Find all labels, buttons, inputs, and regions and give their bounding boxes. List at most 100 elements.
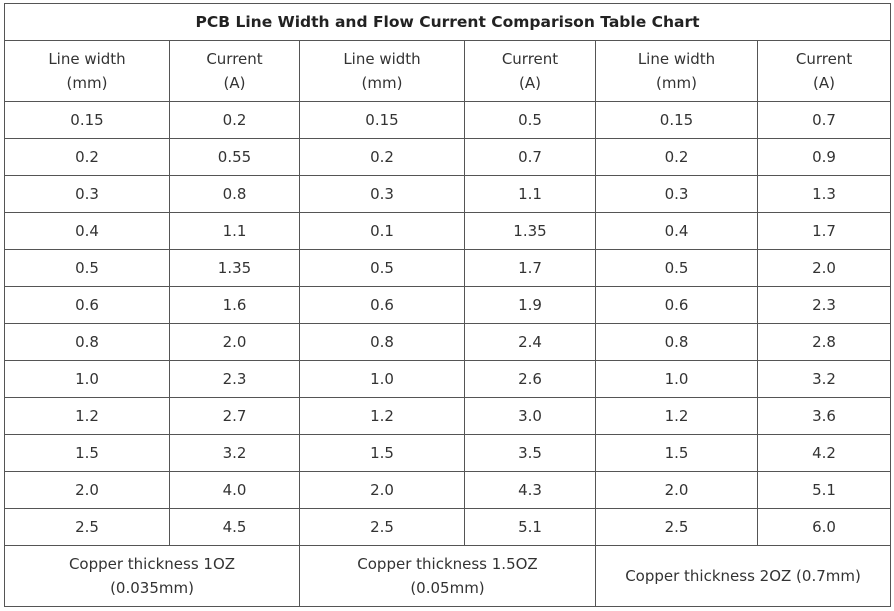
line-width-cell: 1.5 (595, 434, 758, 472)
current-cell: 1.6 (169, 286, 300, 324)
header-text: (A) (223, 74, 246, 92)
current-cell: 5.1 (756, 471, 892, 509)
header-text: Line width (637, 50, 716, 68)
line-width-cell: 0.3 (595, 175, 758, 213)
current-cell: 1.35 (169, 249, 300, 287)
line-width-cell: 0.8 (4, 323, 170, 361)
line-width-cell: 0.3 (299, 175, 465, 213)
table-title: PCB Line Width and Flow Current Comparis… (3, 3, 892, 41)
current-cell: 3.2 (756, 360, 892, 398)
header-text: Line width (343, 50, 421, 68)
header-text: (mm) (66, 74, 108, 92)
line-width-cell: 0.5 (4, 249, 170, 287)
header-current: Current (A) (169, 40, 300, 102)
header-text: (A) (813, 74, 836, 92)
current-cell: 4.2 (756, 434, 892, 472)
current-cell: 5.1 (464, 508, 596, 546)
current-cell: 4.0 (169, 471, 300, 509)
current-cell: 1.3 (756, 175, 892, 213)
table-row: 0.4 1.1 0.1 1.35 0.4 1.7 (4, 212, 892, 250)
line-width-cell: 0.2 (4, 138, 170, 176)
line-width-cell: 0.6 (299, 286, 465, 324)
header-line-width: Line width (mm) (4, 40, 170, 102)
table-row: 0.2 0.55 0.2 0.7 0.2 0.9 (4, 138, 892, 176)
line-width-cell: 1.0 (299, 360, 465, 398)
copper-thickness-text: (0.05mm) (410, 579, 485, 597)
line-width-cell: 0.3 (4, 175, 170, 213)
table-row: 1.5 3.2 1.5 3.5 1.5 4.2 (4, 434, 892, 472)
current-cell: 2.3 (756, 286, 892, 324)
current-cell: 2.4 (464, 323, 596, 361)
current-cell: 2.7 (169, 397, 300, 435)
header-row: Line width (mm) Current (A) Line width (mm) Cu… (4, 40, 892, 102)
footer-row: Copper thickness 1OZ (0.035mm) Copper thic… (4, 545, 892, 607)
line-width-cell: 0.5 (299, 249, 465, 287)
line-width-cell: 1.0 (595, 360, 758, 398)
copper-thickness-text: (0.035mm) (110, 579, 194, 597)
header-line-width: Line width (mm) (595, 40, 758, 102)
line-width-cell: 0.4 (595, 212, 758, 250)
copper-thickness-label: Copper thickness 2OZ (0.7mm) (594, 545, 892, 607)
line-width-cell: 0.1 (299, 212, 465, 250)
current-cell: 4.5 (169, 508, 300, 546)
table-row: 0.6 1.6 0.6 1.9 0.6 2.3 (4, 286, 892, 324)
line-width-cell: 0.2 (299, 138, 465, 176)
header-current: Current (A) (464, 40, 596, 102)
table-row: 0.15 0.2 0.15 0.5 0.15 0.7 (4, 101, 892, 139)
current-cell: 0.55 (169, 138, 300, 176)
current-cell: 1.9 (464, 286, 596, 324)
copper-thickness-text: Copper thickness 2OZ (0.7mm) (625, 567, 861, 585)
header-text: (A) (519, 74, 541, 92)
header-text: (mm) (656, 74, 697, 92)
line-width-cell: 1.2 (595, 397, 758, 435)
table-row: 2.5 4.5 2.5 5.1 2.5 6.0 (4, 508, 892, 546)
current-cell: 6.0 (756, 508, 892, 546)
line-width-cell: 0.15 (595, 101, 758, 139)
pcb-current-table: PCB Line Width and Flow Current Comparis… (3, 3, 892, 607)
line-width-cell: 1.2 (4, 397, 170, 435)
current-cell: 2.3 (169, 360, 300, 398)
header-text: Current (206, 50, 263, 68)
table-row: 0.3 0.8 0.3 1.1 0.3 1.3 (4, 175, 892, 213)
header-text: Current (501, 50, 559, 68)
current-cell: 3.6 (756, 397, 892, 435)
line-width-cell: 0.8 (595, 323, 758, 361)
current-cell: 4.3 (464, 471, 596, 509)
line-width-cell: 2.5 (4, 508, 170, 546)
current-cell: 0.8 (169, 175, 300, 213)
line-width-cell: 2.5 (299, 508, 465, 546)
header-text: (mm) (361, 74, 403, 92)
line-width-cell: 0.4 (4, 212, 170, 250)
current-cell: 3.2 (169, 434, 300, 472)
table-row: 1.0 2.3 1.0 2.6 1.0 3.2 (4, 360, 892, 398)
current-cell: 2.8 (756, 323, 892, 361)
line-width-cell: 2.0 (4, 471, 170, 509)
line-width-cell: 0.5 (595, 249, 758, 287)
copper-thickness-label: Copper thickness 1.5OZ (0.05mm) (299, 545, 596, 607)
table-row: 0.5 1.35 0.5 1.7 0.5 2.0 (4, 249, 892, 287)
header-current: Current (A) (756, 40, 892, 102)
current-cell: 3.0 (464, 397, 596, 435)
table-row: 1.2 2.7 1.2 3.0 1.2 3.6 (4, 397, 892, 435)
current-cell: 1.7 (756, 212, 892, 250)
current-cell: 0.7 (756, 101, 892, 139)
current-cell: 1.1 (464, 175, 596, 213)
line-width-cell: 1.2 (299, 397, 465, 435)
current-cell: 1.35 (464, 212, 596, 250)
current-cell: 0.7 (464, 138, 596, 176)
current-cell: 1.1 (169, 212, 300, 250)
line-width-cell: 0.15 (299, 101, 465, 139)
header-text: Line width (48, 50, 126, 68)
line-width-cell: 1.5 (4, 434, 170, 472)
copper-thickness-text: Copper thickness 1OZ (68, 555, 236, 573)
copper-thickness-label: Copper thickness 1OZ (0.035mm) (4, 545, 300, 607)
line-width-cell: 2.5 (595, 508, 758, 546)
line-width-cell: 0.15 (4, 101, 170, 139)
table-row: 2.0 4.0 2.0 4.3 2.0 5.1 (4, 471, 892, 509)
current-cell: 2.0 (169, 323, 300, 361)
line-width-cell: 1.0 (4, 360, 170, 398)
copper-thickness-text: Copper thickness 1.5OZ (357, 555, 538, 573)
line-width-cell: 0.8 (299, 323, 465, 361)
table-row: 0.8 2.0 0.8 2.4 0.8 2.8 (4, 323, 892, 361)
line-width-cell: 1.5 (299, 434, 465, 472)
